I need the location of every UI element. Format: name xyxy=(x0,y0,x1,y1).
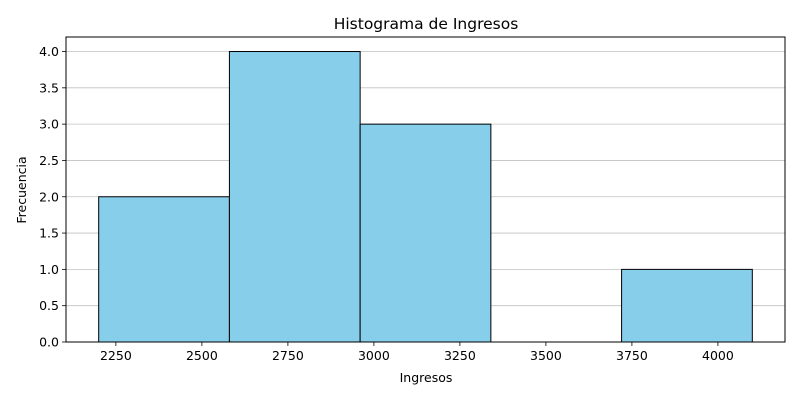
y-axis-ticks: 0.0 0.5 1.0 1.5 2.0 2.5 3.0 3.5 4.0 xyxy=(39,44,66,350)
x-tick-label: 3750 xyxy=(616,348,648,363)
x-axis-label: Ingresos xyxy=(400,370,453,385)
x-tick-label: 3000 xyxy=(358,348,390,363)
y-axis-label: Frecuencia xyxy=(14,156,29,223)
histogram-bar xyxy=(98,196,230,343)
y-tick-label: 1.0 xyxy=(39,262,59,277)
bars xyxy=(98,51,753,343)
x-tick-label: 3250 xyxy=(444,348,476,363)
x-tick-label: 2250 xyxy=(100,348,132,363)
chart-title: Histograma de Ingresos xyxy=(334,15,519,33)
y-tick-label: 3.0 xyxy=(39,117,59,132)
y-tick-label: 0.0 xyxy=(39,335,59,350)
histogram-bar xyxy=(621,268,753,343)
y-tick-label: 3.5 xyxy=(39,80,59,95)
plot-frame xyxy=(65,36,786,343)
x-tick-label: 3500 xyxy=(530,348,562,363)
y-tick-label: 4.0 xyxy=(39,44,59,59)
y-tick-label: 1.5 xyxy=(39,226,59,241)
y-tick-label: 2.5 xyxy=(39,153,59,168)
x-axis-ticks: 2250 2500 2750 3000 3250 3500 3750 4000 xyxy=(100,342,734,363)
histogram-bar xyxy=(359,123,492,343)
x-tick-label: 2750 xyxy=(272,348,304,363)
histogram-bar xyxy=(228,51,361,343)
y-tick-label: 0.5 xyxy=(39,298,59,313)
x-tick-label: 2500 xyxy=(186,348,218,363)
y-tick-label: 2.0 xyxy=(39,189,59,204)
x-tick-label: 4000 xyxy=(702,348,734,363)
